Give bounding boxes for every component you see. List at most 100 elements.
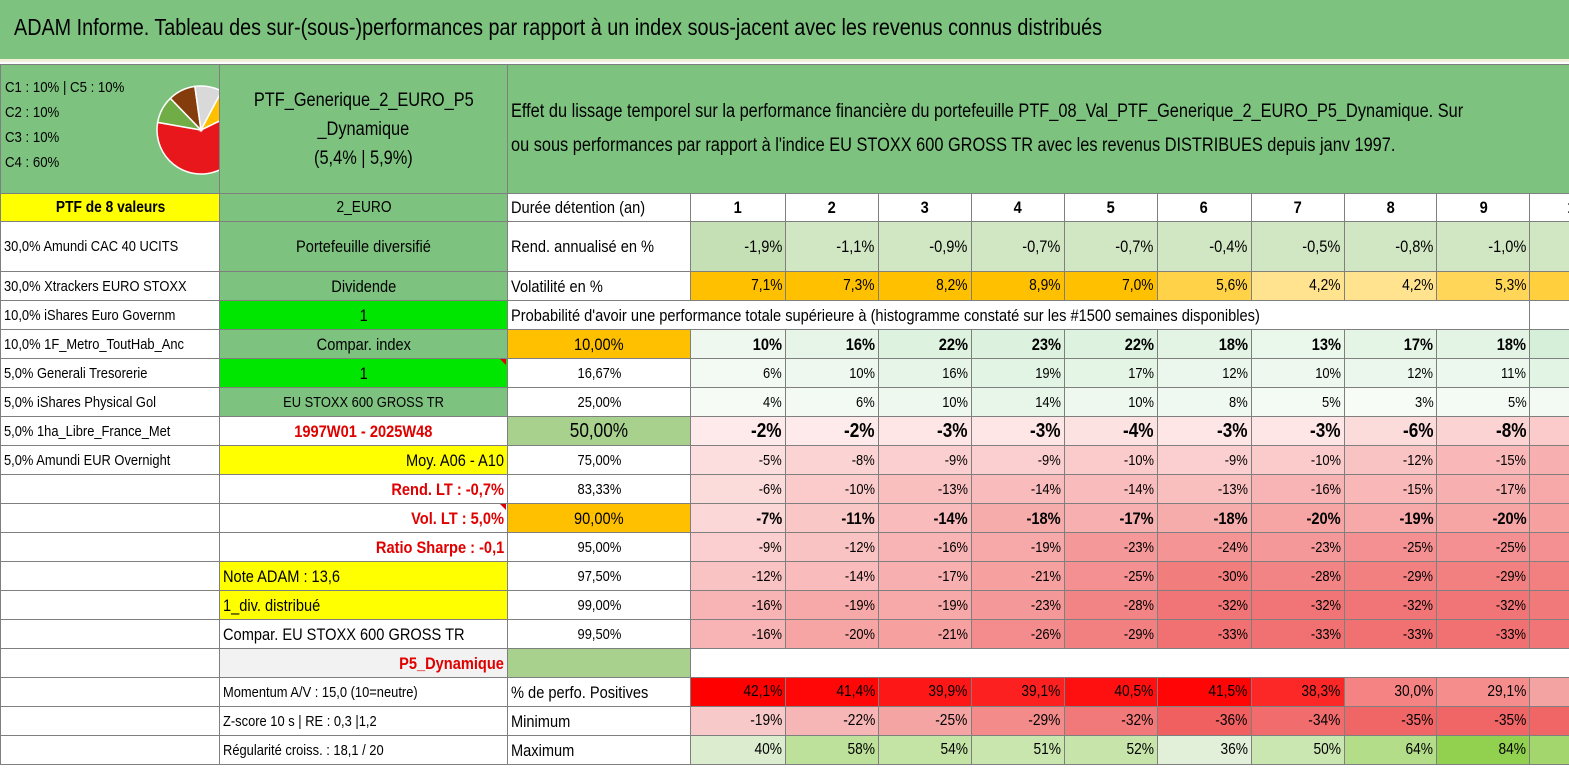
rend-value: -1,9%	[689, 221, 786, 272]
quantile-value: 12%	[1343, 358, 1438, 388]
positives-value: 41,5%	[1156, 677, 1252, 707]
rend-value-text: -1,0%	[1488, 237, 1527, 256]
quantile-value-text: -14%	[1030, 480, 1061, 498]
quantile-value-text: 19%	[1034, 364, 1061, 382]
table-row: Rend. LT : -0,7% 83,33% -6% -10% -13% -14% -14…	[0, 474, 1569, 504]
quantile-value-text: -3%	[937, 420, 968, 442]
quantile-value: -9%	[1156, 445, 1252, 475]
maximum-value-text: 64%	[1405, 741, 1434, 758]
side-info: Ratio Sharpe : -0,1	[219, 532, 509, 562]
minimum-label-text: Minimum	[511, 711, 571, 731]
quantile-value: -23%	[1250, 532, 1345, 562]
quantile-value-text: 8%	[1228, 393, 1248, 411]
minimum-value: -22%	[784, 706, 879, 736]
quantile-value: -30%	[1156, 561, 1252, 591]
ptf-count: PTF de 8 valeurs	[0, 193, 221, 222]
maximum-value: 84%	[1436, 735, 1531, 765]
table-row: P5_Dynamique	[0, 648, 1569, 678]
quantile-value-text: -20%	[844, 625, 875, 643]
quantile-value-text: 10%	[849, 364, 875, 382]
quantile-value-text: 18%	[1218, 334, 1248, 354]
quantile-value-text: -18%	[1213, 508, 1248, 528]
quantile-value-text: 13%	[1311, 334, 1341, 354]
quantile-value-text: -23%	[1030, 596, 1061, 614]
quantile-value-text: -29%	[1403, 567, 1434, 585]
table-row: 10,0% iShares Euro Governm 1 Probabilité d…	[0, 300, 1569, 330]
quantile-value: -7%	[689, 503, 786, 533]
holding-item: 5,0% 1ha_Libre_France_Met	[0, 416, 221, 446]
table-row: Vol. LT : 5,0% 90,00% -7% -11% -14% -18% -17% -…	[0, 503, 1569, 533]
quantile-value-text: -25%	[1123, 567, 1154, 585]
quantile-value-text: -13%	[937, 480, 968, 498]
quantile-value-text: -9%	[944, 451, 968, 469]
minimum-value: -35%	[1529, 706, 1569, 736]
quantile-value: -14%	[784, 561, 879, 591]
quantile-value: -29%	[1436, 561, 1531, 591]
positives-value-text: 29,1%	[1487, 683, 1527, 700]
legend-line: C2 : 10%	[5, 104, 60, 121]
quantile-value-text: 18%	[1497, 334, 1527, 354]
vol-value-text: 8,9%	[1029, 277, 1061, 294]
table-row: Régularité croiss. : 18,1 / 20 Maximum 40%…	[0, 735, 1569, 765]
minimum-label: Minimum	[507, 706, 691, 736]
vol-value: 5,8%	[1529, 271, 1569, 301]
rend-value: -1,0%	[1529, 221, 1569, 272]
quantile-value: -21%	[1529, 503, 1569, 533]
maximum-value: 74%	[1529, 735, 1569, 765]
quantile-value-text: 16%	[845, 334, 875, 354]
quantile-value-text: 10%	[1314, 364, 1341, 382]
quantile-value: 11%	[1436, 358, 1531, 388]
quantile-value: -17%	[1529, 445, 1569, 475]
quantile-label: 99,00%	[507, 590, 691, 620]
quantile-value-text: 5%	[1507, 393, 1527, 411]
quantile-label: 95,00%	[507, 532, 691, 562]
minimum-value: -29%	[970, 706, 1065, 736]
profile-label: P5_Dynamique	[219, 648, 509, 678]
vol-value-text: 5,6%	[1216, 277, 1248, 294]
quantile-value-text: 6%	[763, 364, 782, 382]
quantile-value: -15%	[1436, 445, 1531, 475]
quantile-value: 6%	[689, 358, 786, 388]
proba-header: Probabilité d'avoir une performance tota…	[507, 300, 1530, 330]
empty-cell	[0, 532, 221, 562]
positives-value-text: 38,3%	[1301, 683, 1341, 700]
quantile-label: 83,33%	[507, 474, 691, 504]
quantile-value: 3%	[1343, 387, 1438, 417]
quantile-value: -20%	[1250, 503, 1345, 533]
quantile-value-text: -8%	[851, 451, 875, 469]
table-row: Momentum A/V : 15,0 (10=neutre) % de perf…	[0, 677, 1569, 707]
vol-value: 8,2%	[877, 271, 972, 301]
holding-item-text: 5,0% 1ha_Libre_France_Met	[4, 422, 171, 440]
quantile-value: 10%	[877, 387, 972, 417]
minimum-value: -34%	[1250, 706, 1345, 736]
quantile-value-text: -23%	[1123, 538, 1154, 556]
quantile-value-text: -7%	[755, 508, 782, 528]
rend-label: Rend. annualisé en %	[507, 221, 691, 272]
quantile-value: -3%	[1156, 416, 1252, 446]
summary-label: 1_div. distribué	[219, 590, 509, 620]
quantile-value-text: -26%	[1030, 625, 1061, 643]
year-header-text: 2	[827, 198, 836, 217]
quantile-value-text: -10%	[1123, 451, 1154, 469]
holding-item: 5,0% Amundi EUR Overnight	[0, 445, 221, 475]
quantile-value-text: 5%	[1321, 393, 1341, 411]
quantile-value-text: -24%	[1217, 538, 1248, 556]
quantile-value-text: 22%	[938, 334, 968, 354]
minimum-value: -35%	[1436, 706, 1531, 736]
quantile-value: -4%	[1063, 416, 1158, 446]
minimum-value-text: -32%	[1121, 712, 1154, 729]
quantile-value: -8%	[784, 445, 879, 475]
quantile-label: 97,50%	[507, 561, 691, 591]
minimum-value: -36%	[1156, 706, 1252, 736]
rend-value-text: -0,4%	[1209, 237, 1248, 256]
rend-value: -1,0%	[1436, 221, 1531, 272]
quantile-value: -20%	[1436, 503, 1531, 533]
holding-item: 5,0% Generali Tresorerie	[0, 358, 221, 388]
quantile-value-text: -29%	[1496, 567, 1527, 585]
vol-value: 5,6%	[1156, 271, 1252, 301]
quantile-label-text: 99,00%	[577, 596, 621, 614]
quantile-value: -19%	[1529, 474, 1569, 504]
quantile-value: -16%	[689, 619, 786, 649]
quantile-value: -14%	[877, 503, 972, 533]
quantile-value: -19%	[1343, 503, 1438, 533]
